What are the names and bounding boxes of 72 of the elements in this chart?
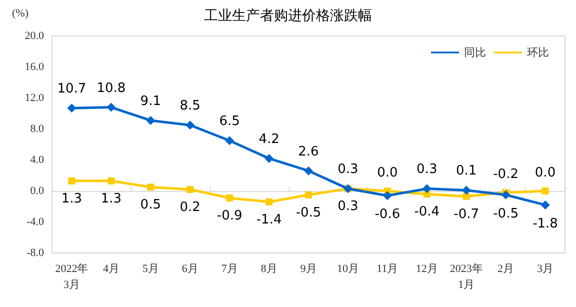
data-label: 10.7 <box>57 82 86 97</box>
legend-label: 同比 <box>464 46 486 59</box>
data-label: 0.0 <box>534 166 556 180</box>
point <box>67 104 76 113</box>
y-tick-label: -8.0 <box>26 247 44 259</box>
point <box>226 194 234 202</box>
data-label: 4.2 <box>258 132 280 147</box>
point <box>266 198 273 206</box>
point <box>462 192 470 200</box>
y-tick-label: -4.0 <box>26 216 44 228</box>
data-label: -0.9 <box>216 208 242 224</box>
x-tick-label: 2月 <box>498 263 514 275</box>
data-label: 2.6 <box>298 144 319 160</box>
x-tick-label: 5月 <box>142 263 159 275</box>
x-tick-label: 7月 <box>221 263 238 275</box>
x-tick-label: 9月 <box>300 263 317 275</box>
x-tick-label: 12月 <box>416 263 438 275</box>
data-label: -0.5 <box>493 206 518 222</box>
data-label: -0.7 <box>454 206 480 222</box>
point <box>462 186 471 195</box>
y-tick-label: 8.0 <box>30 123 44 135</box>
point <box>146 116 156 125</box>
x-tick-label: 8月 <box>260 263 278 275</box>
point <box>501 190 510 200</box>
data-label: 0.3 <box>338 162 358 178</box>
x-tick-label: 2023年 1月 <box>450 263 483 291</box>
data-label: 0.1 <box>456 164 477 179</box>
point <box>225 136 234 146</box>
x-tick-label: 4月 <box>102 263 120 275</box>
point <box>106 102 116 112</box>
data-label: -0.5 <box>296 205 322 220</box>
data-label: 0.3 <box>338 199 358 214</box>
legend-label: 环比 <box>527 46 549 59</box>
x-tick-label: 3月 <box>537 263 554 275</box>
data-label: 10.8 <box>96 80 126 96</box>
data-label: 0.2 <box>180 200 200 215</box>
point <box>422 184 432 194</box>
data-label: 8.5 <box>180 98 200 114</box>
point <box>264 154 274 163</box>
y-tick-label: 12.0 <box>24 92 44 104</box>
point <box>108 177 115 184</box>
data-label: 6.5 <box>219 114 240 130</box>
data-label: -1.4 <box>256 212 282 228</box>
y-tick-label: 4.0 <box>30 154 44 166</box>
x-tick-label: 6月 <box>182 263 198 275</box>
data-label: 1.3 <box>61 191 82 206</box>
data-label: -0.4 <box>414 204 440 220</box>
x-tick-label: 11月 <box>376 263 398 275</box>
point <box>186 186 194 193</box>
point <box>68 177 76 184</box>
data-label: -0.2 <box>493 167 518 182</box>
point <box>382 191 392 200</box>
data-label: 0.3 <box>416 162 438 178</box>
y-tick-label: 0.0 <box>30 185 44 197</box>
data-label: 9.1 <box>140 94 161 109</box>
point <box>305 191 312 198</box>
x-tick-label: 2022年 3月 <box>55 263 88 291</box>
y-axis-title: (%) <box>12 8 29 20</box>
point <box>540 200 550 210</box>
data-label: 1.3 <box>100 191 122 206</box>
chart-title: 工业生产者购进价格涨跌幅 <box>204 8 372 24</box>
point <box>542 188 549 194</box>
x-tick-label: 10月 <box>336 263 359 275</box>
data-label: 0.5 <box>140 198 161 213</box>
y-tick-label: 20.0 <box>24 30 44 42</box>
data-label: 0.0 <box>377 166 398 180</box>
data-label: -1.8 <box>532 216 558 232</box>
data-label: -0.6 <box>374 207 400 222</box>
point <box>147 184 154 191</box>
y-tick-label: 16.0 <box>24 61 44 73</box>
point <box>304 166 313 176</box>
point <box>186 120 195 130</box>
